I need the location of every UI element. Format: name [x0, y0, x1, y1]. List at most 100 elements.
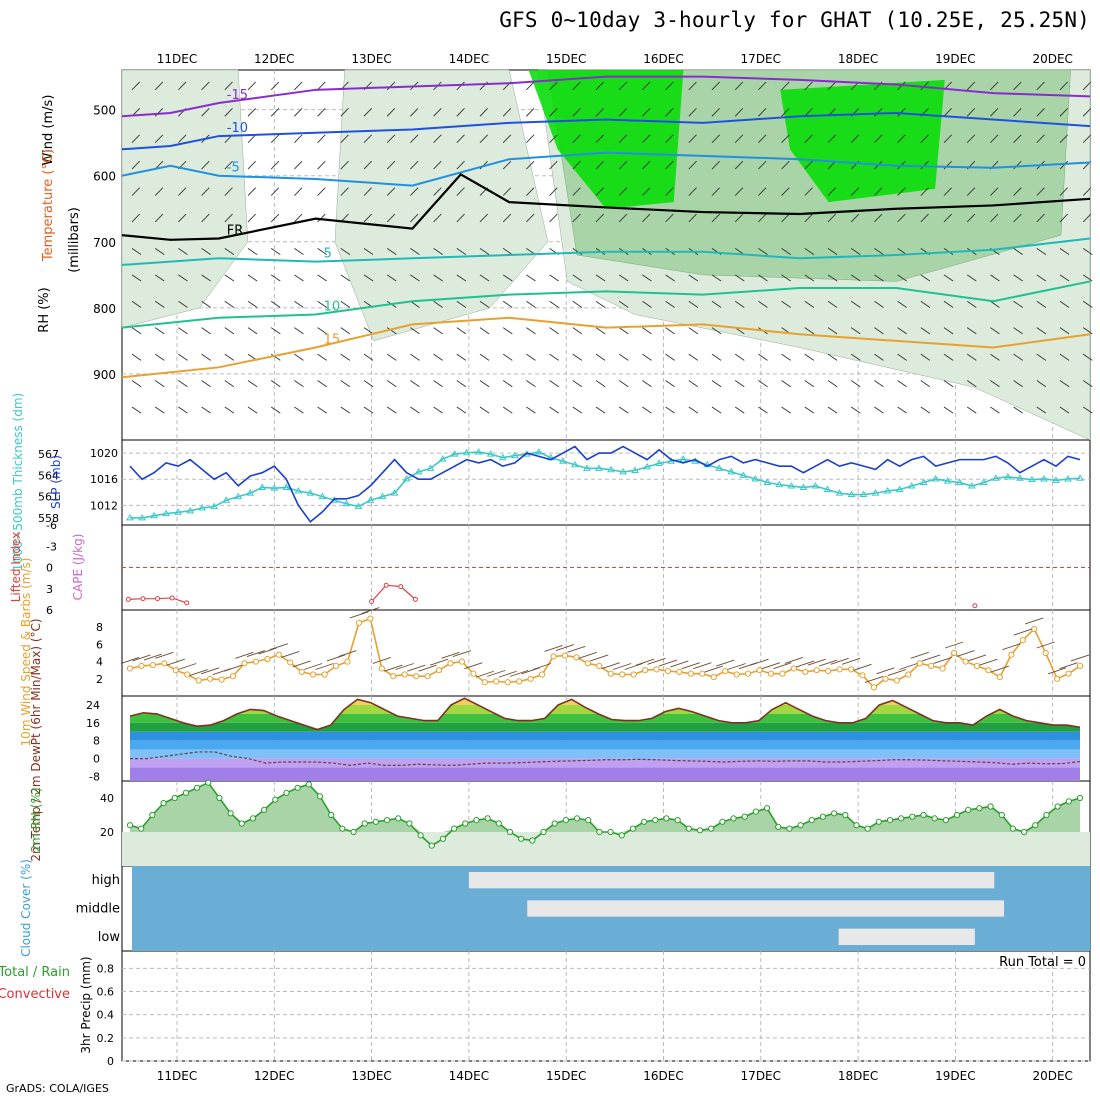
wind-barb — [154, 353, 165, 361]
temp-tick: 24 — [86, 699, 100, 712]
wind-barb — [681, 662, 700, 670]
wind-barb — [154, 406, 165, 414]
wind-barb — [131, 81, 140, 91]
rh2m-point — [540, 828, 547, 836]
wind-barb — [688, 300, 699, 308]
wind10-point — [653, 666, 660, 673]
rh-shading — [121, 69, 1091, 441]
rh2m-point — [898, 815, 905, 822]
wind-barb — [1025, 617, 1044, 625]
rh2m-point — [562, 817, 569, 824]
wind-barb — [1082, 108, 1092, 117]
rh2m-point — [808, 817, 815, 824]
wind-barb — [1036, 108, 1045, 117]
wind-barb — [201, 187, 210, 196]
wind-barb — [1059, 274, 1070, 282]
wind-barb — [781, 160, 790, 170]
wind-barb — [711, 160, 720, 170]
wind-barb — [479, 380, 490, 388]
wind-barb — [247, 274, 258, 282]
li-tick: 3 — [46, 583, 53, 596]
thickness-point — [775, 480, 784, 488]
wind-barb — [386, 353, 397, 361]
rh-area-saturated — [528, 70, 684, 209]
wind-barb — [688, 108, 697, 117]
wind-barb — [716, 659, 735, 667]
rh2m-point — [842, 811, 849, 819]
bottom-day-label: 19DEC — [935, 1069, 975, 1083]
wind-barb — [433, 248, 443, 255]
li-point — [155, 596, 161, 602]
rh2m-point — [372, 818, 379, 825]
wind-barb — [549, 213, 558, 223]
wind-barb — [804, 300, 815, 308]
wind-barb — [897, 300, 907, 308]
rh2m-point — [328, 811, 335, 819]
wind-barb — [665, 108, 674, 117]
thickness-point — [571, 460, 579, 468]
wind-barb — [711, 187, 720, 196]
wind-barb — [386, 108, 396, 117]
temperature-contour — [121, 151, 1091, 187]
wind-barb — [1013, 300, 1023, 308]
rh2m-point — [305, 781, 312, 788]
wind-barb — [734, 134, 744, 143]
wind-barb — [804, 353, 815, 361]
cloud-band-high — [468, 872, 995, 889]
wind10-point — [1054, 675, 1061, 682]
rh2m-point — [775, 823, 782, 831]
wind-barb — [827, 380, 838, 388]
rh2m-point — [171, 794, 178, 802]
thickness-point — [895, 485, 904, 493]
cloud-row-label: middle — [76, 902, 120, 917]
wind-barb — [688, 380, 699, 388]
wind10-point — [458, 658, 466, 665]
wind-barb — [990, 134, 999, 143]
rh2m-point — [752, 808, 759, 815]
temp-tick: 16 — [86, 717, 100, 730]
rh2m-point — [149, 811, 156, 819]
wind-barb — [340, 380, 351, 388]
wind10-point — [275, 651, 282, 658]
wind-barb — [624, 663, 643, 670]
wind-barb — [827, 81, 836, 91]
rh2m-point — [1076, 794, 1084, 802]
wind10-point — [802, 668, 809, 676]
rh2m-point — [708, 825, 715, 832]
wind-barb — [781, 81, 790, 91]
wind-barb — [572, 187, 581, 196]
wind-barb — [201, 213, 210, 223]
wind-barb — [688, 274, 699, 282]
wind10-point — [424, 673, 431, 680]
wind-axis-label: Wind (m/s) — [41, 95, 56, 166]
wind-barb — [665, 81, 674, 91]
wind-barb — [830, 657, 849, 665]
wind-barb — [224, 248, 235, 255]
wind-barb — [247, 187, 256, 196]
rh2m-point — [920, 811, 927, 819]
wind-barb — [1059, 108, 1068, 117]
wind-barb — [864, 675, 884, 683]
contour-label: -5 — [227, 161, 240, 176]
wind-barb — [897, 274, 907, 282]
wind-barb — [433, 160, 442, 170]
wind-barb — [665, 380, 675, 388]
thickness-axis-label: 1000~500mb Thickness (dm) — [11, 393, 25, 571]
wind-barb — [758, 248, 768, 255]
wind-barb — [502, 134, 512, 143]
wind-barb — [1082, 406, 1093, 414]
wind-barb — [178, 134, 187, 143]
rh2m-point — [674, 817, 681, 824]
wind-barb — [386, 81, 396, 91]
wind-barb — [642, 327, 652, 335]
wind-barb — [827, 213, 836, 223]
rh-axis-label: RH (%) — [37, 287, 52, 332]
rh2m-point — [227, 810, 234, 817]
wind10-point — [676, 668, 683, 676]
contour-label: 5 — [324, 247, 332, 262]
wind10-point — [813, 667, 820, 674]
wind-barb — [154, 380, 165, 388]
rh-area — [334, 69, 549, 342]
temp-tick: 0 — [93, 753, 100, 766]
